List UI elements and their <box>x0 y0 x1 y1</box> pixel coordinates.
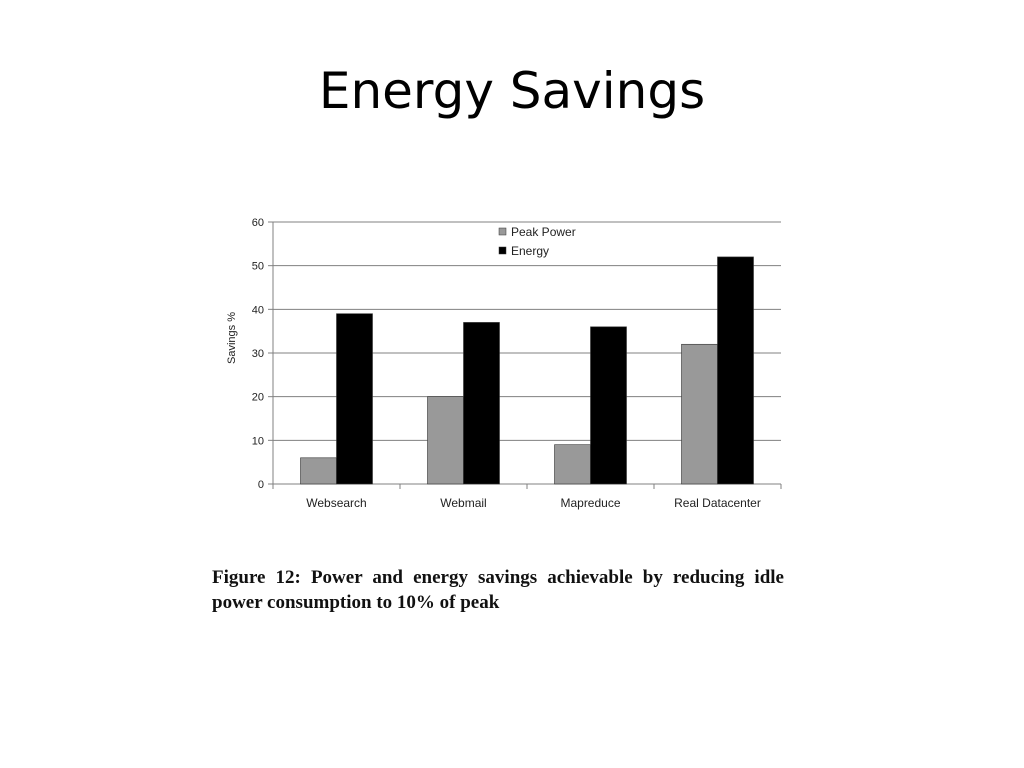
x-tick-label: Mapreduce <box>560 496 620 510</box>
bar-peak-power <box>554 444 591 485</box>
bar-energy <box>590 326 627 485</box>
bar-energy <box>717 256 754 485</box>
y-tick-label: 10 <box>252 435 264 447</box>
y-tick-label: 0 <box>258 479 264 491</box>
bar-energy <box>463 322 500 485</box>
x-tick-label: Websearch <box>306 496 366 510</box>
slide-title: Energy Savings <box>318 62 706 120</box>
y-axis-label: Savings % <box>226 312 238 364</box>
legend-label: Peak Power <box>511 225 576 239</box>
x-tick-label: Webmail <box>440 496 486 510</box>
bar-energy <box>336 313 373 485</box>
legend-label: Energy <box>511 244 549 258</box>
y-tick-label: 50 <box>252 261 264 273</box>
bar-peak-power <box>681 343 718 485</box>
y-tick-label: 20 <box>252 392 264 404</box>
bar-peak-power <box>427 396 464 485</box>
figure-caption: Figure 12: Power and energy savings achi… <box>212 567 784 613</box>
x-tick-label: Real Datacenter <box>674 496 761 510</box>
legend-swatch <box>498 227 507 236</box>
bar-chart: 0 10 20 30 40 50 60 Savings % Websearch Webmail Ma… <box>226 217 782 510</box>
y-tick-label: 60 <box>252 217 264 229</box>
bar-peak-power <box>300 457 337 485</box>
legend-swatch <box>498 246 507 255</box>
y-tick-label: 40 <box>252 304 264 316</box>
y-tick-label: 30 <box>252 348 264 360</box>
